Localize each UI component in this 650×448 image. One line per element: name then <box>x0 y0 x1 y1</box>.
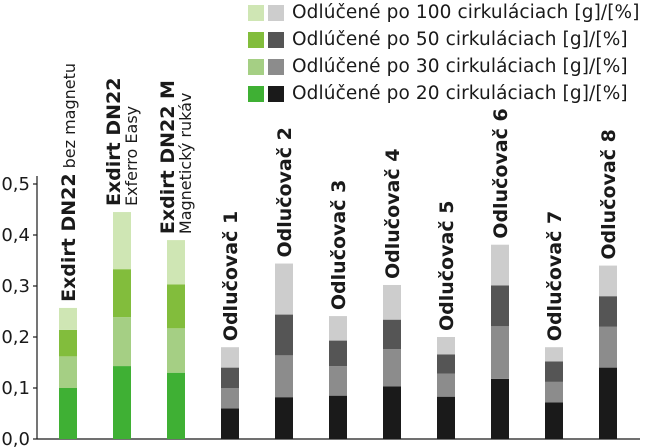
legend-label: Odlúčené po 30 cirkuláciach [g]/[%] <box>292 56 628 77</box>
bar-segment <box>383 349 401 387</box>
bar-segment <box>221 367 239 388</box>
bar-segment <box>437 337 455 355</box>
category-label: Exdirt DN22bez magnetu <box>58 63 80 302</box>
bar-segment <box>329 395 347 439</box>
bar-segment <box>491 326 509 379</box>
legend-swatch-green <box>248 86 264 102</box>
bar-segment <box>59 388 77 439</box>
bar-segment <box>221 347 239 368</box>
bar-segment <box>221 408 239 439</box>
bar-segment <box>383 284 401 320</box>
bar-segment <box>329 366 347 396</box>
category-label: Odlučovač 5 <box>436 201 458 331</box>
category-label-sub: Exferro Easy <box>122 106 141 206</box>
category-label-main: Exdirt DN22 <box>103 78 125 207</box>
category-label-main: Exdirt DN22 M <box>157 80 179 234</box>
bar-segment <box>491 378 509 439</box>
bar-segment <box>275 263 293 315</box>
legend-swatch-gray <box>268 59 284 75</box>
y-tick-label: 0,1 <box>1 378 30 399</box>
bar-segment <box>275 355 293 398</box>
bar-segment <box>491 285 509 327</box>
legend-item: Odlúčené po 30 cirkuláciach [g]/[%] <box>244 54 648 81</box>
legend-swatch-gray <box>268 32 284 48</box>
bar-segment <box>383 386 401 439</box>
bar-segment <box>113 366 131 439</box>
y-tick-label: 0,4 <box>1 225 30 246</box>
legend-item: Odlúčené po 20 cirkuláciach [g]/[%] <box>244 81 648 108</box>
bar-segment <box>113 269 131 318</box>
category-label-sub: Magnetický rukáv <box>176 93 195 235</box>
y-tick-label: 0,0 <box>1 429 30 448</box>
bar-segment <box>221 388 239 409</box>
legend-swatch-green <box>248 5 264 21</box>
legend-swatch-green <box>248 32 264 48</box>
legend-item: Odlúčené po 100 cirkuláciach [g]/[%] <box>244 0 648 27</box>
category-label: Odlučovač 8 <box>598 129 620 259</box>
bar-segment <box>599 296 617 327</box>
category-label: Odlučovač 7 <box>544 211 566 341</box>
bar-segment <box>545 361 563 382</box>
legend-swatch-gray <box>268 5 284 21</box>
category-label: Odlučovač 2 <box>274 127 296 257</box>
bar-segment <box>491 244 509 286</box>
bar-segment <box>167 372 185 439</box>
legend: Odlúčené po 100 cirkuláciach [g]/[%] Odlú… <box>244 0 648 108</box>
bar-segment <box>545 347 563 362</box>
bar-segment <box>437 396 455 439</box>
bar-segment <box>437 354 455 374</box>
bar-segment <box>545 402 563 439</box>
bar-segment <box>167 240 185 285</box>
bar-segment <box>599 367 617 439</box>
bar-segment <box>275 314 293 356</box>
y-tick-label: 0,2 <box>1 327 30 348</box>
bar-segment <box>167 284 185 329</box>
bar-segment <box>275 397 293 439</box>
bar-segment <box>59 307 77 330</box>
legend-swatch-green <box>248 59 264 75</box>
bar-segment <box>113 317 131 367</box>
legend-swatch-gray <box>268 86 284 102</box>
bar-segment <box>599 265 617 297</box>
legend-label: Odlúčené po 50 cirkuláciach [g]/[%] <box>292 29 628 50</box>
bar-segment <box>167 328 185 373</box>
y-tick-label: 0,5 <box>1 174 30 195</box>
bar-segment <box>113 212 131 270</box>
legend-item: Odlúčené po 50 cirkuláciach [g]/[%] <box>244 27 648 54</box>
bar-segment <box>599 326 617 368</box>
category-label: Odlučovač 3 <box>328 180 350 310</box>
bar-segment <box>437 373 455 397</box>
category-label: Odlučovač 6 <box>490 108 512 238</box>
y-axis: 0,0 0,1 0,2 0,3 0,4 0,5 <box>1 174 640 448</box>
bar-segment <box>545 381 563 403</box>
bar-segment <box>329 316 347 341</box>
bar-segment <box>383 319 401 350</box>
bar-segment <box>59 329 77 357</box>
y-tick-label: 0,3 <box>1 276 30 297</box>
category-label: Odlučovač 4 <box>382 149 404 279</box>
bar-segment <box>59 356 77 388</box>
bar-segment <box>329 340 347 367</box>
legend-label: Odlúčené po 100 cirkuláciach [g]/[%] <box>292 2 640 23</box>
category-labels: Exdirt DN22bez magnetu Exdirt DN22Exferro… <box>58 63 620 341</box>
category-label: Odlučovač 1 <box>220 211 242 341</box>
bars <box>59 212 617 439</box>
legend-label: Odlúčené po 20 cirkuláciach [g]/[%] <box>292 83 628 104</box>
